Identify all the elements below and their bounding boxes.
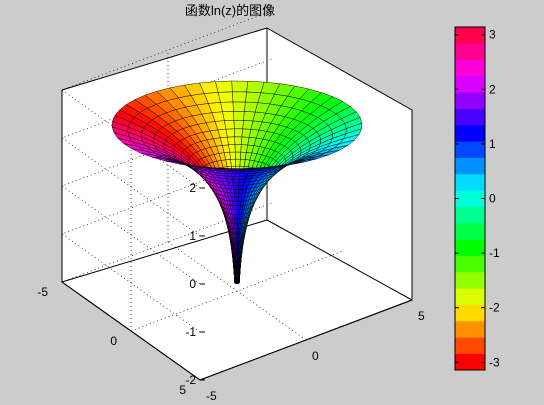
surface-patch — [233, 179, 239, 182]
surface-patch — [232, 81, 248, 92]
y-tick-label: 0 — [110, 334, 117, 348]
colorbar-band — [455, 141, 485, 158]
surface-patch — [235, 201, 238, 205]
surface-patch — [228, 182, 234, 186]
colorbar-band — [455, 158, 485, 175]
colorbar-band — [455, 125, 485, 142]
colorbar-tick-label: -3 — [489, 355, 500, 369]
surface-patch — [236, 238, 237, 243]
surface-patch — [235, 152, 241, 159]
surface-patch — [238, 210, 240, 215]
surface-patch — [231, 174, 239, 177]
x-tick-label: 0 — [312, 349, 319, 363]
surface-patch — [237, 263, 238, 268]
x-tick-label: -5 — [206, 389, 217, 400]
colorbar-tick-label: 0 — [489, 192, 496, 206]
y-tick-label: -5 — [37, 285, 48, 299]
surface-patch — [239, 179, 246, 182]
surface-patch — [235, 145, 241, 153]
surface-patch — [232, 92, 246, 102]
surface-patch — [236, 229, 237, 234]
surface-patch — [237, 258, 238, 263]
colorbar-band — [455, 256, 485, 273]
colorbar-band — [455, 272, 485, 289]
surface-patch — [234, 186, 239, 190]
surface-patch — [234, 129, 242, 137]
surface-patch — [236, 233, 237, 238]
surface-patch — [238, 189, 243, 193]
colorbar-tick-label: 1 — [489, 137, 496, 151]
surface-patch — [235, 197, 238, 201]
surface-patch — [231, 193, 235, 197]
surface-patch — [236, 224, 238, 229]
surface-patch — [238, 201, 241, 205]
colorbar-band — [455, 223, 485, 240]
surface-patch — [236, 219, 238, 224]
surface-patch — [235, 159, 240, 166]
surface-patch — [235, 137, 242, 145]
colorbar-band — [455, 174, 485, 191]
colorbar: 3 2 1 0 -1 -2 -3 — [455, 27, 500, 370]
colorbar-band — [455, 321, 485, 338]
colorbar-band — [455, 60, 485, 77]
colorbar-band — [455, 305, 485, 322]
colorbar-band — [455, 190, 485, 207]
surface-patch — [237, 248, 238, 253]
colorbar-tick-label: -1 — [489, 246, 500, 260]
surface-patch — [233, 182, 239, 185]
surface-patch — [236, 243, 237, 248]
surface-patch — [237, 253, 238, 258]
surface-patch — [215, 81, 232, 92]
surface-patch — [238, 186, 243, 190]
z-tick-label: 0 — [189, 277, 196, 291]
surface-patch — [234, 189, 238, 193]
z-tick-label: 1 — [189, 229, 196, 243]
colorbar-band — [455, 43, 485, 60]
chart-title: 函数ln(z)的图像 — [185, 3, 275, 18]
colorbar-band — [455, 27, 485, 44]
surface-patch — [231, 172, 241, 174]
colorbar-band — [455, 76, 485, 93]
surface-patch — [236, 210, 238, 215]
surface-patch — [233, 102, 246, 112]
surface-patch — [221, 102, 234, 112]
colorbar-tick-label: 3 — [489, 28, 496, 42]
colorbar-band — [455, 92, 485, 109]
surface-patch — [236, 215, 238, 220]
surface-patch — [238, 197, 242, 201]
surface-patch — [234, 120, 244, 129]
surface-patch — [238, 193, 242, 197]
colorbar-band — [455, 288, 485, 305]
colorbar-band — [455, 337, 485, 354]
colorbar-tick-label: 2 — [489, 82, 496, 96]
surface-patch — [239, 182, 245, 186]
surface-patch — [235, 193, 239, 197]
colorbar-band — [455, 239, 485, 256]
colorbar-tick-label: -2 — [489, 301, 500, 315]
surface-patch — [235, 206, 238, 210]
z-tick-label: 2 — [189, 181, 196, 195]
surface-patch — [232, 176, 239, 179]
surface-patch — [233, 111, 244, 120]
surface-patch — [238, 214, 240, 219]
z-tick-label: -1 — [185, 325, 196, 339]
colorbar-band — [455, 109, 485, 126]
surface-patch — [230, 189, 235, 193]
surface-patch — [232, 201, 235, 205]
y-tick-label: 5 — [179, 383, 186, 397]
colorbar-band — [455, 207, 485, 224]
z-tick-label: -2 — [185, 373, 196, 387]
surface-patch — [229, 185, 234, 189]
surface-patch — [233, 205, 236, 210]
x-tick-label: 5 — [418, 309, 425, 323]
surface-patch — [232, 197, 236, 201]
surface-patch — [238, 205, 241, 210]
colorbar-band — [455, 354, 485, 371]
